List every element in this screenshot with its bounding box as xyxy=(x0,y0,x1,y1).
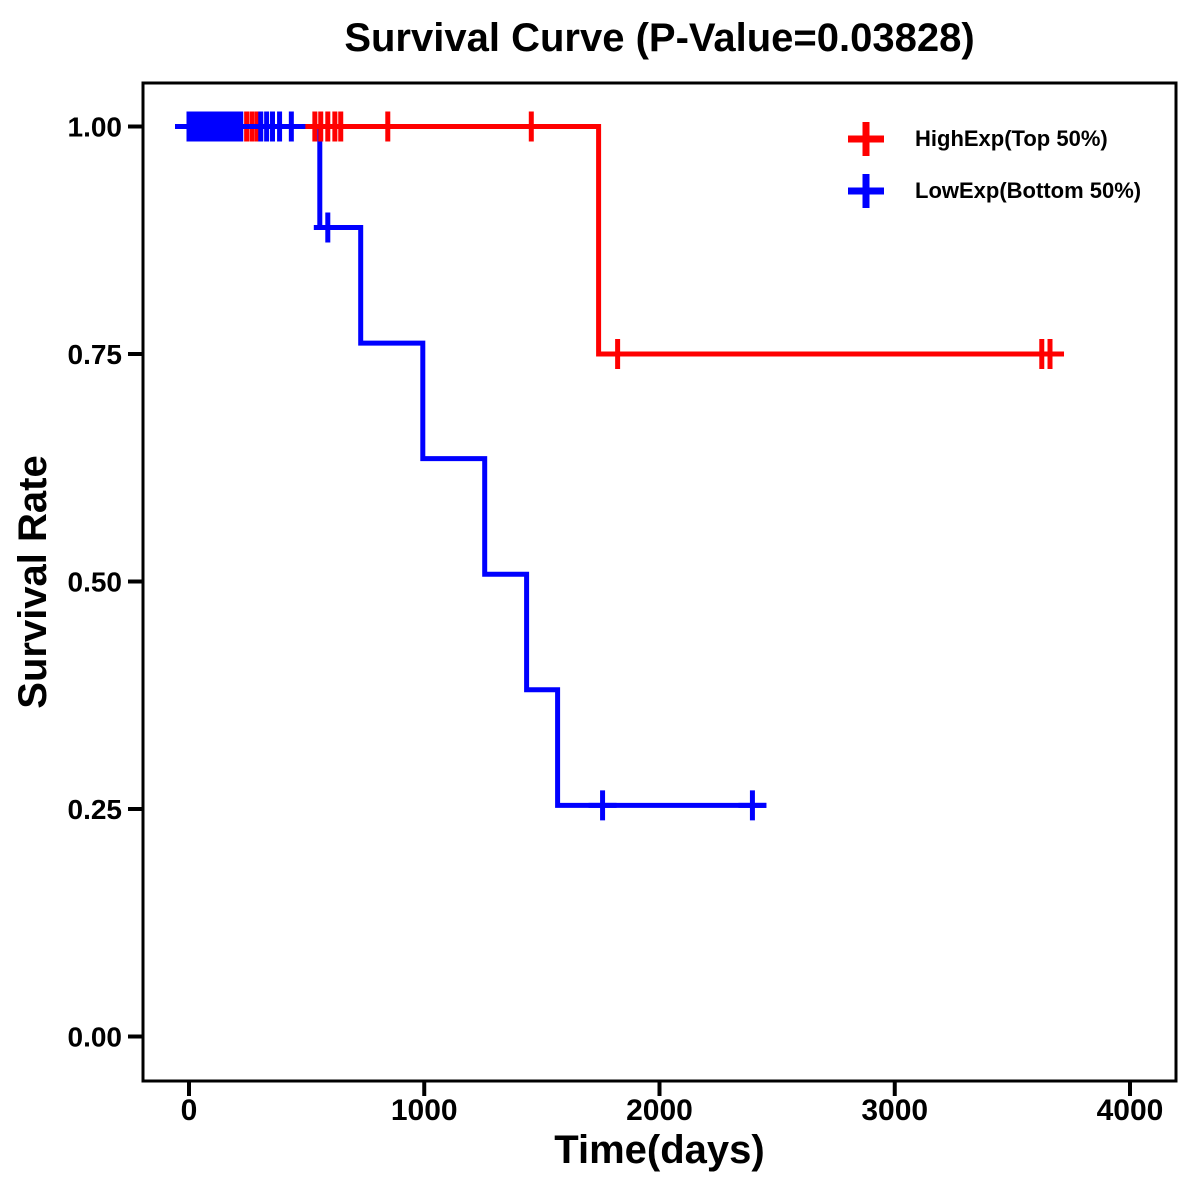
plot-border xyxy=(141,81,1178,1083)
legend-label-lowexp: LowExp(Bottom 50%) xyxy=(915,178,1142,203)
y-axis-title: Survival Rate xyxy=(11,455,55,709)
x-tick-label: 2000 xyxy=(626,1094,693,1127)
survival-curve-lowexp xyxy=(189,124,767,808)
x-tick-label: 3000 xyxy=(861,1094,928,1127)
x-axis-title: Time(days) xyxy=(554,1128,765,1172)
y-tick-label: 0.75 xyxy=(68,339,123,370)
legend-item-lowexp: LowExp(Bottom 50%) xyxy=(843,167,1141,215)
x-tick-label: 4000 xyxy=(1097,1094,1164,1127)
chart-title: Survival Curve (P-Value=0.03828) xyxy=(344,16,975,60)
y-tick-label: 0.25 xyxy=(68,794,123,825)
y-tick-label: 1.00 xyxy=(68,112,123,143)
legend-label-highexp: HighExp(Top 50%) xyxy=(915,126,1108,151)
plus-icon xyxy=(848,122,884,156)
x-tick-label: 0 xyxy=(181,1094,198,1127)
legend-item-highexp: HighExp(Top 50%) xyxy=(843,115,1141,163)
plus-icon xyxy=(848,174,884,208)
y-tick-label: 0.00 xyxy=(68,1022,123,1053)
legend: HighExp(Top 50%) LowExp(Bottom 50%) xyxy=(843,115,1141,215)
x-tick-label: 1000 xyxy=(391,1094,458,1127)
y-tick-label: 0.50 xyxy=(68,567,123,598)
